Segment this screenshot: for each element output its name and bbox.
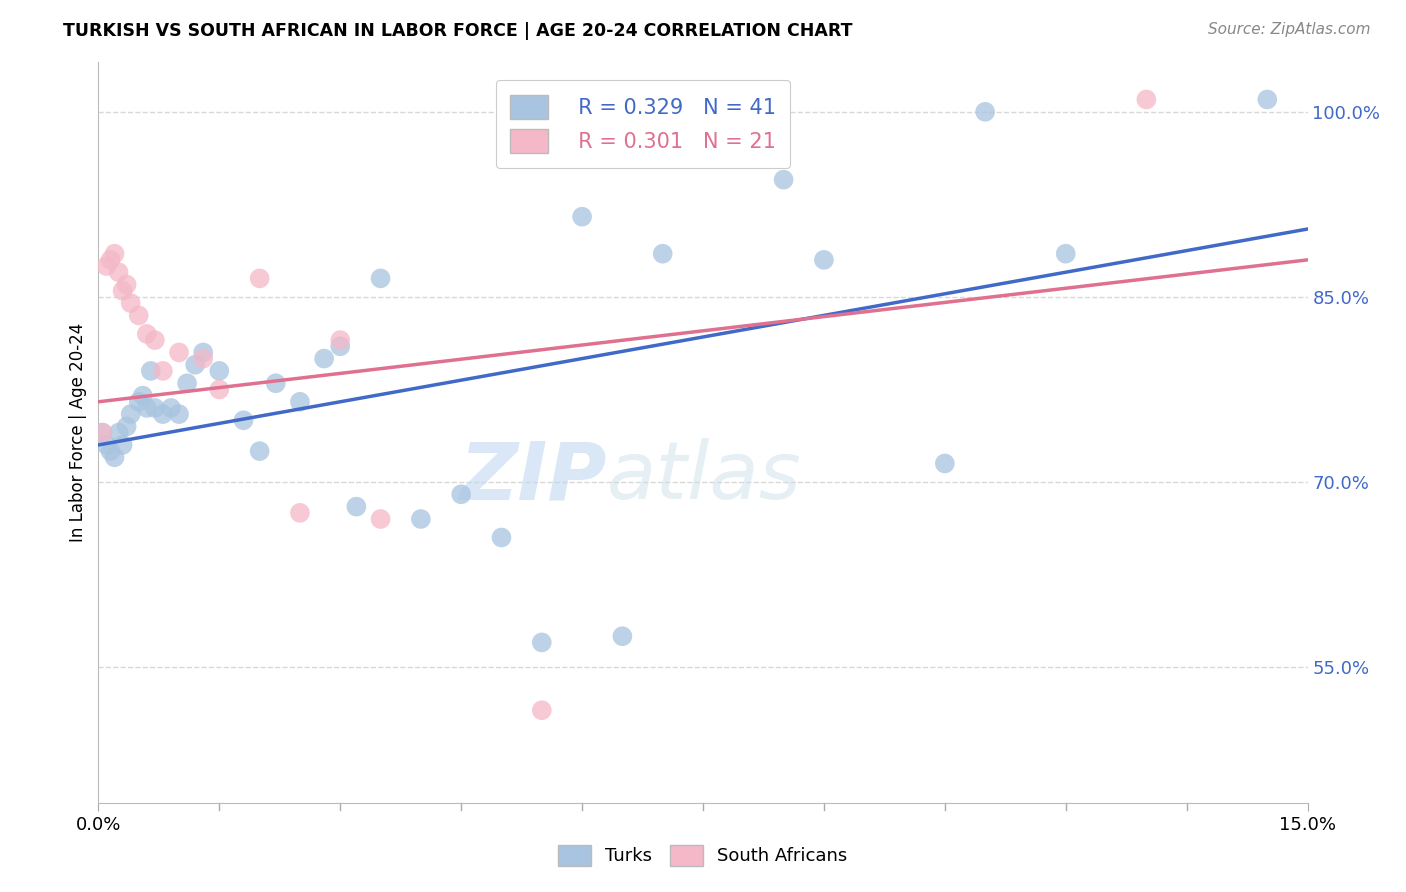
Point [612, 629, 634, 643]
Point [135, 326, 157, 341]
Point [167, 407, 190, 421]
Point [232, 413, 254, 427]
Legend: Turks, South Africans: Turks, South Africans [546, 832, 860, 879]
Point [103, 246, 125, 260]
Y-axis label: In Labor Force | Age 20-24: In Labor Force | Age 20-24 [69, 323, 87, 542]
Point [1135, 92, 1157, 106]
Point [103, 450, 125, 465]
Point [491, 531, 513, 545]
Point [530, 635, 553, 649]
Point [409, 512, 432, 526]
Point [329, 339, 352, 353]
Point [91, 425, 114, 440]
Legend:   R = 0.329   N = 41,   R = 0.301   N = 21: R = 0.329 N = 41, R = 0.301 N = 21 [496, 80, 790, 168]
Point [772, 172, 794, 186]
Point [100, 444, 122, 458]
Point [934, 457, 956, 471]
Point [288, 506, 311, 520]
Point [193, 351, 215, 366]
Point [1054, 246, 1077, 260]
Point [107, 265, 129, 279]
Point [143, 333, 166, 347]
Point [128, 394, 150, 409]
Point [91, 425, 114, 440]
Point [176, 376, 198, 391]
Point [344, 500, 367, 514]
Point [208, 364, 231, 378]
Point [167, 345, 190, 359]
Point [249, 444, 271, 458]
Text: atlas: atlas [606, 438, 801, 516]
Point [111, 284, 134, 298]
Point [249, 271, 271, 285]
Point [974, 104, 997, 119]
Point [111, 438, 134, 452]
Point [115, 277, 138, 292]
Point [96, 438, 118, 452]
Point [143, 401, 166, 415]
Point [128, 309, 150, 323]
Text: ZIP: ZIP [458, 438, 606, 516]
Point [370, 271, 392, 285]
Point [107, 425, 129, 440]
Point [152, 407, 174, 421]
Point [135, 401, 157, 415]
Point [152, 364, 174, 378]
Point [115, 419, 138, 434]
Point [571, 210, 593, 224]
Point [184, 358, 207, 372]
Point [208, 383, 231, 397]
Point [530, 703, 553, 717]
Text: TURKISH VS SOUTH AFRICAN IN LABOR FORCE | AGE 20-24 CORRELATION CHART: TURKISH VS SOUTH AFRICAN IN LABOR FORCE … [63, 22, 853, 40]
Point [264, 376, 287, 391]
Point [160, 401, 183, 415]
Point [1256, 92, 1278, 106]
Point [193, 345, 215, 359]
Point [651, 246, 673, 260]
Point [96, 259, 118, 273]
Point [314, 351, 336, 366]
Point [132, 388, 155, 402]
Text: Source: ZipAtlas.com: Source: ZipAtlas.com [1208, 22, 1371, 37]
Point [100, 252, 122, 267]
Point [139, 364, 162, 378]
Point [329, 333, 352, 347]
Point [288, 394, 311, 409]
Point [120, 296, 142, 310]
Point [370, 512, 392, 526]
Point [813, 252, 835, 267]
Point [120, 407, 142, 421]
Point [450, 487, 472, 501]
